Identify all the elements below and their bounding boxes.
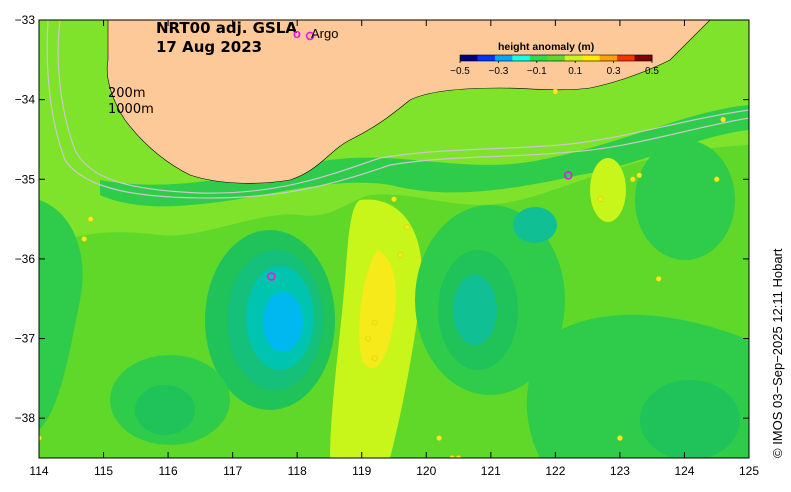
colorbar-swatch bbox=[582, 55, 601, 61]
eddy-negative-core bbox=[263, 292, 303, 352]
drifter-marker bbox=[365, 335, 372, 342]
colorbar-swatch bbox=[477, 55, 496, 61]
colorbar-swatch bbox=[564, 55, 583, 61]
argo-float-marker bbox=[563, 170, 573, 180]
colorbar-tick-label: −0.3 bbox=[489, 66, 509, 77]
isobath-label-200m: 200m bbox=[108, 86, 145, 101]
isobath-200m bbox=[57, 20, 749, 194]
drifter-marker bbox=[404, 224, 410, 230]
isobath-label-1000m: 1000m bbox=[108, 102, 154, 117]
argo-legend-label: Argo bbox=[311, 26, 338, 41]
plot-area bbox=[39, 20, 749, 458]
x-tick-label: 119 bbox=[352, 464, 371, 478]
colorbar-swatch bbox=[634, 55, 653, 61]
credit-label: © IMOS 03−Sep−2025 12:11 Hobart bbox=[770, 248, 785, 458]
drifter-marker bbox=[371, 355, 378, 362]
x-tick-label: 118 bbox=[288, 464, 307, 478]
drifter-markers bbox=[39, 88, 727, 458]
x-tick-label: 116 bbox=[159, 464, 178, 478]
colorbar-swatch bbox=[547, 55, 566, 61]
drifter-marker bbox=[636, 172, 643, 179]
colorbar-tick-label: 0.5 bbox=[645, 66, 659, 77]
drifter-marker bbox=[87, 216, 94, 222]
x-tick-label: 125 bbox=[739, 464, 759, 478]
drifter-marker bbox=[720, 116, 727, 123]
x-tick-label: 115 bbox=[94, 464, 113, 478]
map-title-product: NRT00 adj. GSLA bbox=[156, 19, 297, 37]
drifter-marker bbox=[655, 275, 662, 282]
colorbar-swatch bbox=[617, 55, 636, 61]
drifter-marker bbox=[552, 88, 559, 95]
anomaly-region-southwest-core bbox=[135, 385, 195, 435]
isobath-1000m bbox=[46, 20, 749, 199]
drifter-marker bbox=[81, 236, 88, 242]
argo-floats bbox=[267, 31, 573, 281]
colorbar-swatch bbox=[494, 55, 513, 61]
drifter-marker bbox=[597, 196, 604, 203]
map-title-date: 17 Aug 2023 bbox=[156, 38, 262, 56]
drifter-marker bbox=[713, 176, 720, 183]
colorbar-tick-label: 0.3 bbox=[607, 66, 621, 77]
x-axis: 114 115 116 117 118 119 120 121 122 123 124 125 bbox=[29, 20, 759, 478]
x-tick-label: 122 bbox=[545, 464, 565, 478]
colorbar-swatch bbox=[460, 55, 478, 61]
argo-float-marker bbox=[305, 31, 315, 41]
drifter-marker bbox=[397, 252, 404, 258]
plot-frame bbox=[38, 19, 750, 459]
colorbar-tick-label: 0.1 bbox=[568, 66, 582, 77]
argo-float-marker bbox=[267, 272, 276, 281]
anomaly-region-southeast-core bbox=[640, 380, 740, 458]
y-tick-label: −33 bbox=[15, 13, 36, 27]
x-tick-label: 124 bbox=[674, 464, 694, 478]
colorbar-ticks: −0.5 −0.3 −0.1 0.1 0.3 0.5 bbox=[450, 61, 659, 77]
x-tick-label: 117 bbox=[223, 464, 242, 478]
drifter-marker bbox=[391, 196, 397, 203]
y-tick-label: −37 bbox=[15, 332, 36, 346]
eddy-east-small-core bbox=[513, 207, 557, 243]
drifter-marker bbox=[371, 319, 378, 326]
colorbar bbox=[459, 54, 653, 62]
argo-legend-marker: o bbox=[293, 26, 301, 41]
y-tick-label: −35 bbox=[15, 172, 36, 186]
colorbar-frame bbox=[459, 54, 653, 62]
anomaly-positive-east bbox=[590, 158, 626, 222]
drifter-marker bbox=[617, 435, 623, 441]
colorbar-tick-label: −0.1 bbox=[527, 66, 547, 77]
colorbar-swatch bbox=[529, 55, 548, 61]
y-tick-label: −36 bbox=[15, 252, 36, 266]
eddy-east-core bbox=[453, 275, 497, 345]
x-tick-label: 114 bbox=[29, 464, 48, 478]
colorbar-swatch bbox=[512, 55, 531, 61]
x-tick-label: 121 bbox=[481, 464, 501, 478]
colorbar-swatch bbox=[599, 55, 618, 61]
colorbar-title: height anomaly (m) bbox=[498, 41, 594, 53]
eddy-far-east bbox=[635, 140, 735, 260]
x-tick-label: 123 bbox=[610, 464, 630, 478]
y-axis: −33 −34 −35 −36 −37 −38 bbox=[15, 13, 749, 425]
x-tick-label: 120 bbox=[416, 464, 436, 478]
drifter-marker bbox=[629, 176, 636, 183]
y-tick-label: −38 bbox=[15, 411, 36, 425]
anomaly-region-west bbox=[39, 200, 83, 430]
colorbar-tick-label: −0.5 bbox=[450, 66, 470, 77]
y-tick-label: −34 bbox=[15, 93, 36, 107]
drifter-marker bbox=[436, 435, 443, 441]
